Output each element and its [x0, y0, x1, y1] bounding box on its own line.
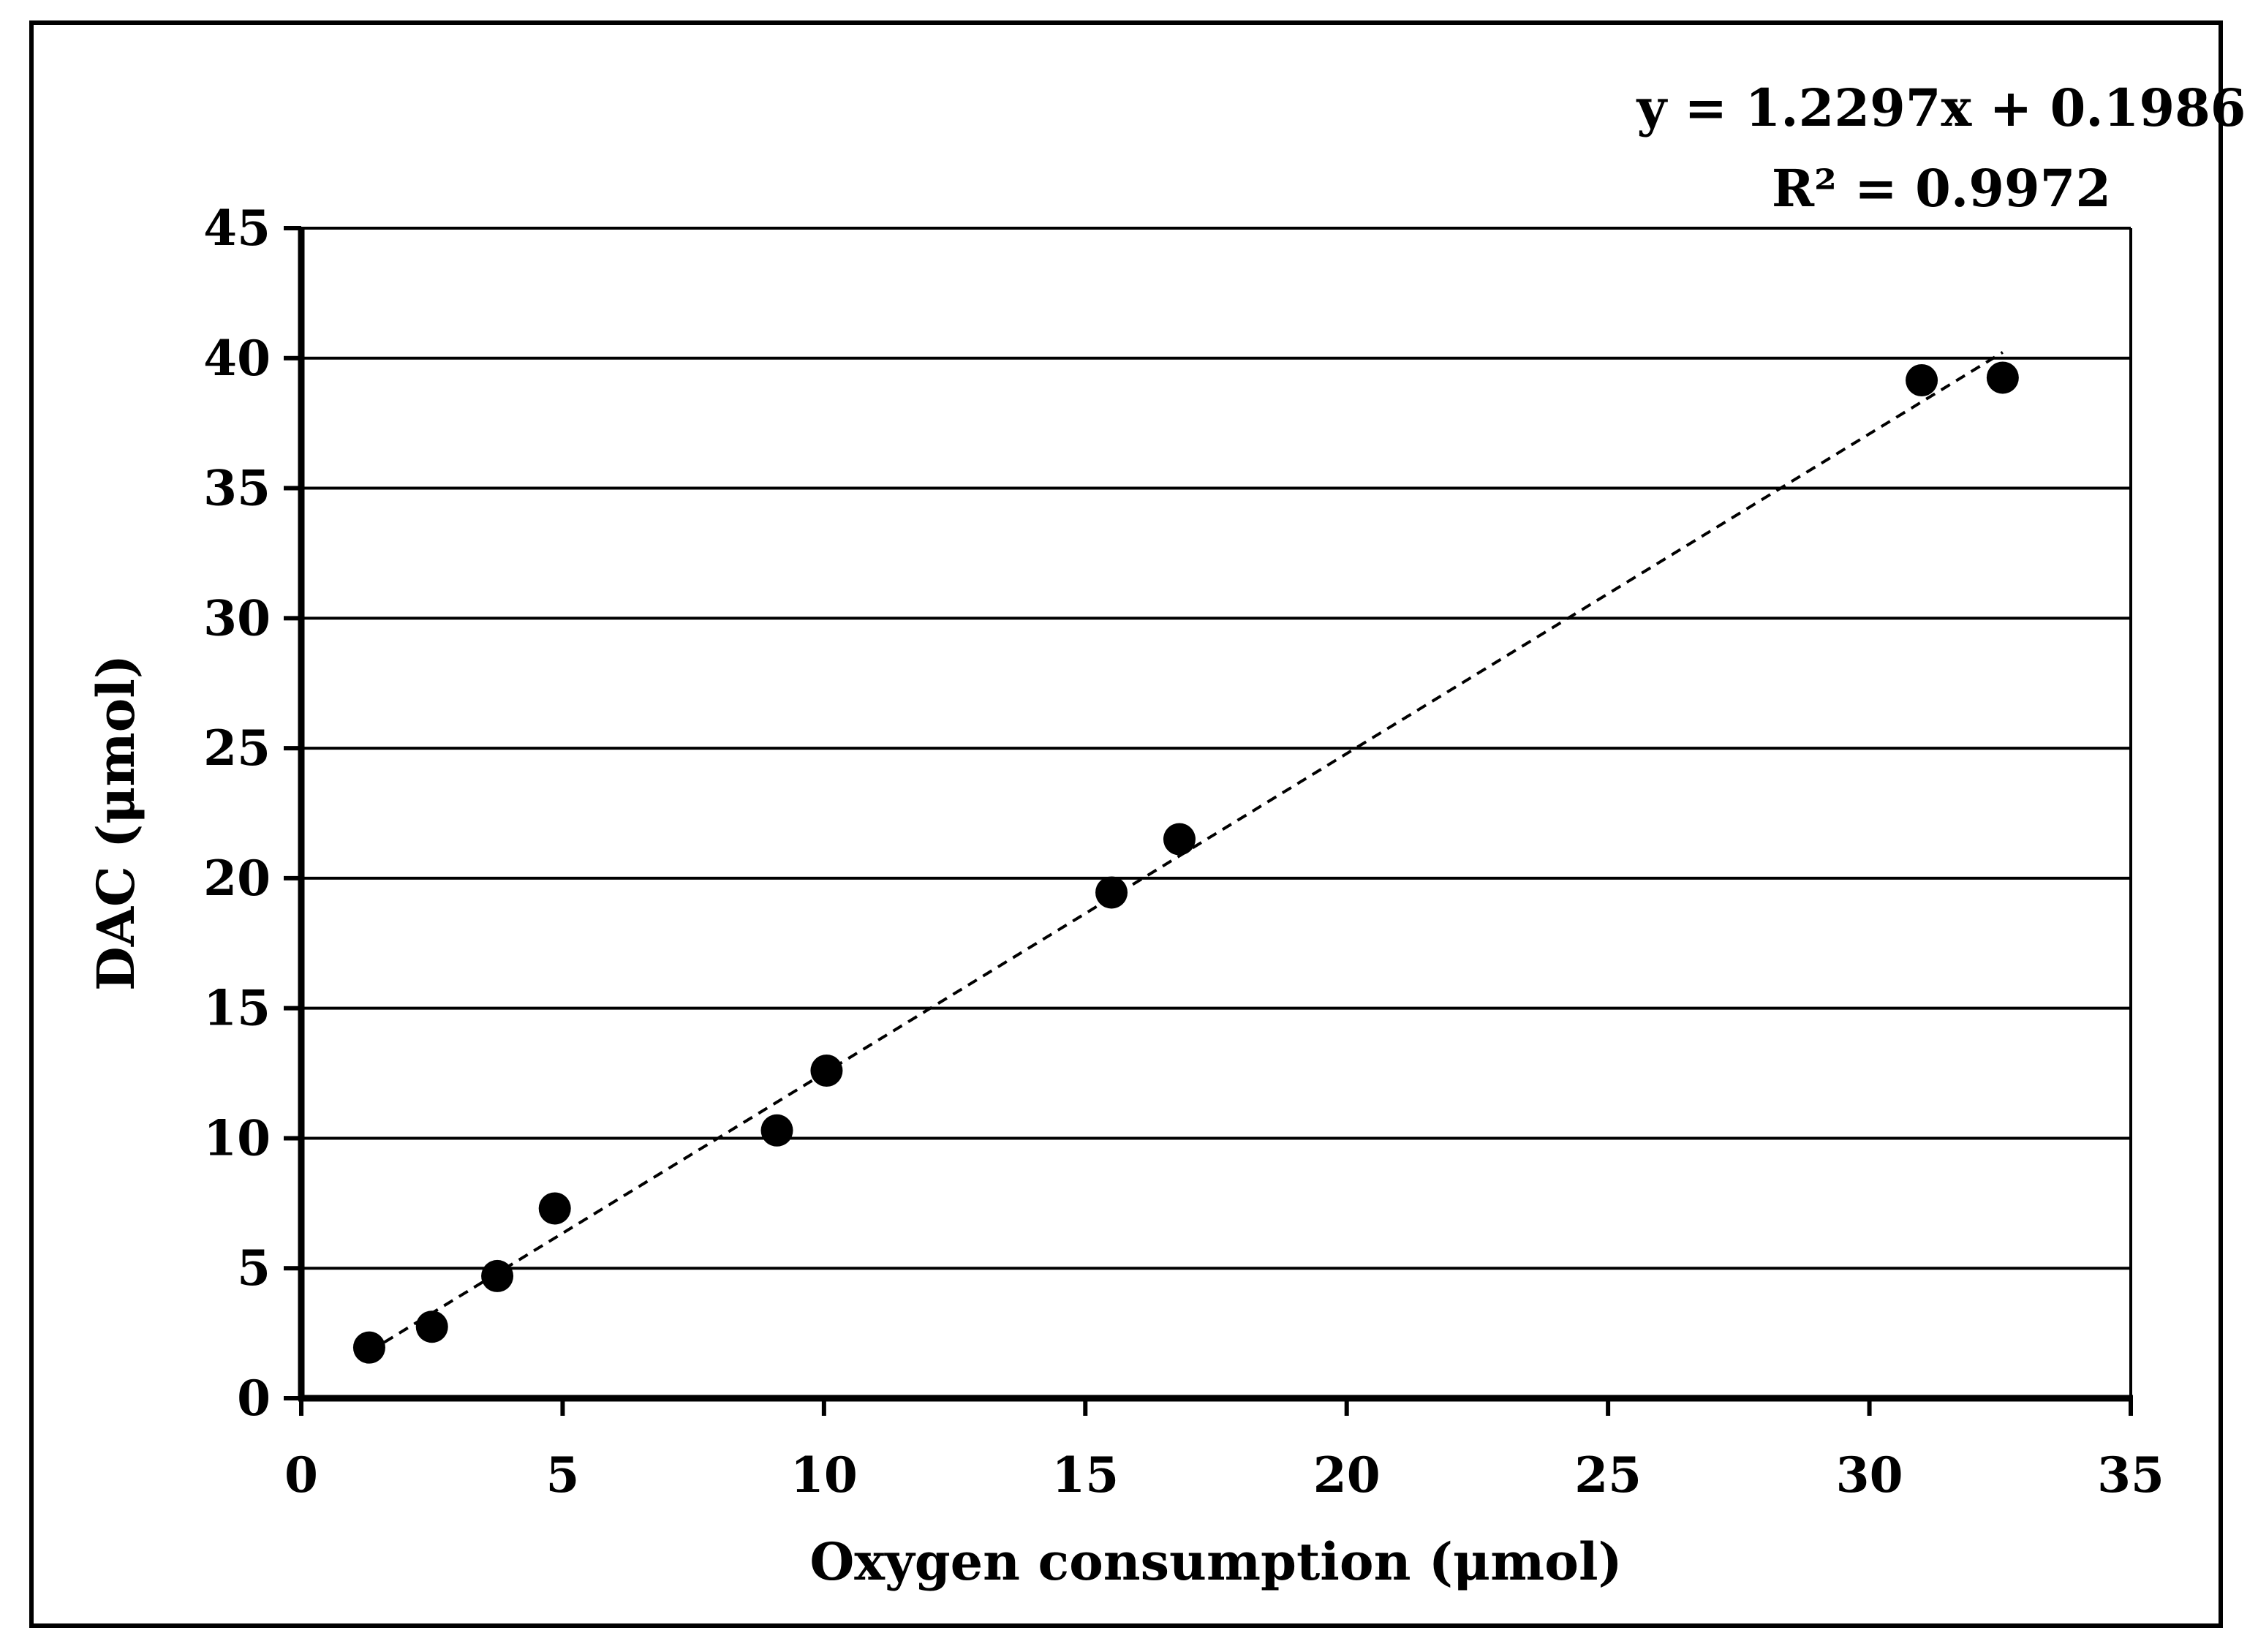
data-point [760, 1114, 793, 1147]
x-axis-title: Oxygen consumption (μmol) [809, 1531, 1622, 1592]
data-point [538, 1192, 571, 1225]
data-point [481, 1259, 514, 1292]
x-tick-label-10: 10 [790, 1447, 858, 1504]
x-tick-label-20: 20 [1313, 1447, 1381, 1504]
y-tick-label-5: 5 [237, 1240, 271, 1297]
data-point [1986, 361, 2019, 394]
data-point [415, 1310, 448, 1343]
data-point [1095, 876, 1128, 909]
x-tick-labels: 0 5 10 15 20 25 30 35 [284, 1447, 2164, 1504]
x-tick-label-15: 15 [1051, 1447, 1119, 1504]
trendline-equation: y = 1.2297x + 0.1986 [1636, 78, 2246, 138]
y-axis-title: DAC (μmol) [86, 655, 146, 991]
y-tick-label-35: 35 [203, 460, 271, 517]
data-point [1163, 823, 1196, 856]
data-point [810, 1055, 843, 1087]
y-tick-label-40: 40 [203, 330, 271, 387]
data-point [1906, 364, 1938, 396]
chart-frame [29, 20, 2223, 1628]
grid-layer [301, 227, 2132, 1398]
y-tick-label-15: 15 [203, 980, 271, 1037]
y-tick-label-20: 20 [203, 850, 271, 907]
data-points [352, 361, 2019, 1364]
data-point [352, 1331, 385, 1364]
x-tick-label-25: 25 [1574, 1447, 1642, 1504]
axis-layer [284, 226, 2133, 1416]
y-tick-label-10: 10 [203, 1109, 271, 1166]
y-tick-label-25: 25 [203, 720, 271, 777]
x-tick-label-30: 30 [1836, 1447, 1903, 1504]
x-tick-label-35: 35 [2097, 1447, 2164, 1504]
x-tick-label-0: 0 [284, 1447, 318, 1504]
y-tick-label-45: 45 [203, 200, 271, 257]
y-tick-label-30: 30 [203, 589, 271, 646]
r-squared-label: R² = 0.9972 [1772, 158, 2111, 219]
y-tick-label-0: 0 [237, 1370, 271, 1427]
y-tick-labels: 0 5 10 15 20 25 30 35 40 45 [203, 200, 271, 1427]
x-tick-label-5: 5 [545, 1447, 579, 1504]
